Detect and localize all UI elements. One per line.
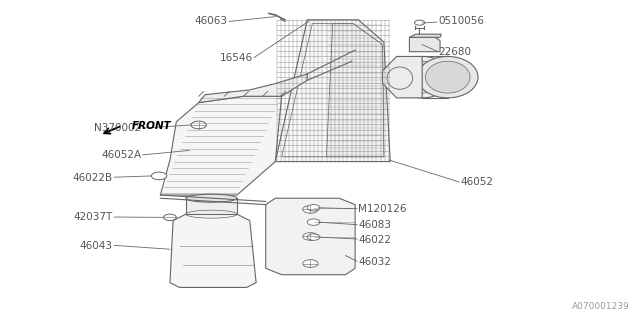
Polygon shape xyxy=(410,34,442,37)
Text: 46063: 46063 xyxy=(195,16,227,27)
Text: 42037T: 42037T xyxy=(73,212,113,222)
Polygon shape xyxy=(161,96,282,195)
Circle shape xyxy=(191,121,206,129)
Text: 46083: 46083 xyxy=(358,220,391,230)
Circle shape xyxy=(164,214,176,220)
Text: 22680: 22680 xyxy=(438,47,471,57)
Text: 46032: 46032 xyxy=(358,257,391,267)
Text: 16546: 16546 xyxy=(220,53,253,63)
Circle shape xyxy=(303,205,318,213)
Text: 46043: 46043 xyxy=(79,241,113,251)
Polygon shape xyxy=(383,56,422,98)
Circle shape xyxy=(303,260,318,268)
Text: A070001239: A070001239 xyxy=(572,302,630,311)
Circle shape xyxy=(303,233,318,240)
Text: M120126: M120126 xyxy=(358,204,407,214)
Circle shape xyxy=(307,234,320,240)
Polygon shape xyxy=(326,24,384,157)
Polygon shape xyxy=(410,37,440,52)
Text: N370002: N370002 xyxy=(94,123,141,133)
Polygon shape xyxy=(198,74,307,103)
Text: 46022B: 46022B xyxy=(72,172,113,182)
Circle shape xyxy=(307,219,320,225)
Text: 46052: 46052 xyxy=(461,177,493,187)
Circle shape xyxy=(307,204,320,211)
Polygon shape xyxy=(275,20,390,162)
Circle shape xyxy=(152,172,167,180)
Ellipse shape xyxy=(417,56,478,98)
Text: FRONT: FRONT xyxy=(132,121,172,131)
Ellipse shape xyxy=(400,61,445,93)
Ellipse shape xyxy=(392,56,452,98)
Text: 46052A: 46052A xyxy=(101,150,141,160)
Ellipse shape xyxy=(186,194,237,202)
Polygon shape xyxy=(170,214,256,287)
Polygon shape xyxy=(266,198,355,275)
Polygon shape xyxy=(186,198,237,214)
Ellipse shape xyxy=(426,61,470,93)
Circle shape xyxy=(415,20,425,25)
Text: 46022: 46022 xyxy=(358,235,391,245)
Text: 0510056: 0510056 xyxy=(438,16,484,27)
